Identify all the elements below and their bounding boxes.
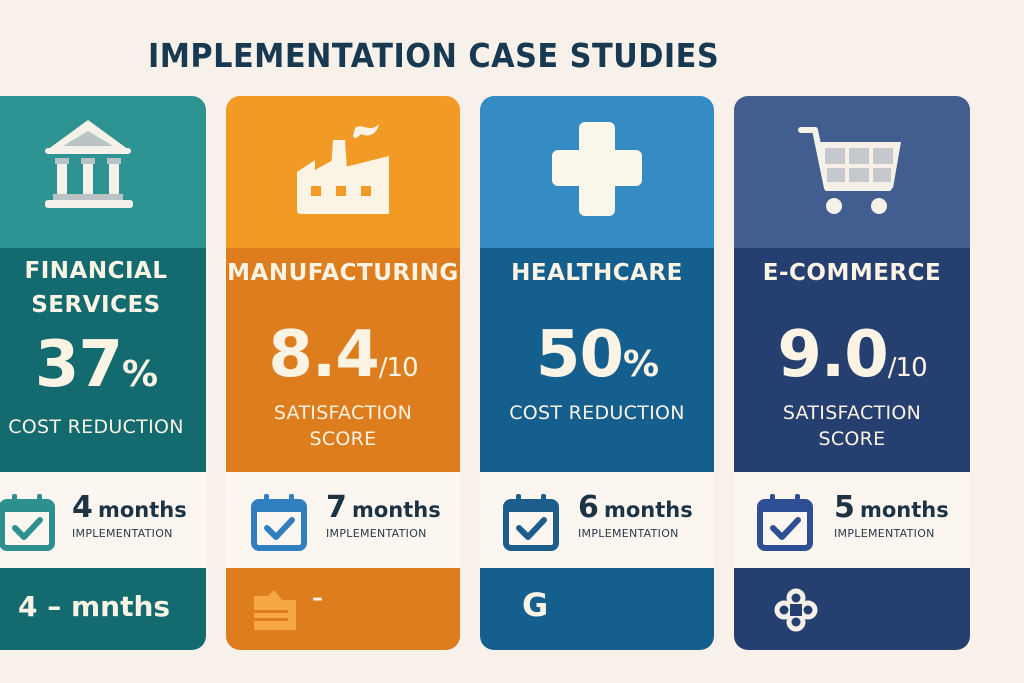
duration-number: 6: [578, 490, 599, 525]
shopping-cart-icon: [798, 127, 901, 214]
metric-suffix: %: [121, 354, 158, 395]
duration-label: IMPLEMENTATION: [834, 527, 935, 540]
footer-text: 4 – mnths: [18, 590, 171, 623]
metric-label-line: SATISFACTION: [273, 402, 413, 424]
metric-suffix: /10: [378, 353, 419, 383]
duration-label: IMPLEMENTATION: [72, 527, 173, 540]
duration-band: 5 months IMPLEMENTATION: [734, 472, 970, 568]
case-study-card-healthcare: HEALTHCARE 50% COST REDUCTION 6 months I…: [480, 96, 714, 650]
calendar-check-icon: [251, 494, 307, 551]
document-icon: [254, 590, 296, 630]
metric-value: 37%: [0, 328, 206, 402]
duration-unit: months: [97, 498, 187, 522]
industry-line: SERVICES: [31, 292, 161, 318]
card-footer: 4 – mnths: [0, 568, 206, 650]
bank-icon: [45, 120, 133, 208]
metric-label-line: SCORE: [309, 428, 377, 450]
card-header: [0, 96, 206, 248]
duration-label: IMPLEMENTATION: [326, 527, 427, 540]
duration-number: 7: [326, 490, 347, 525]
calendar-check-icon: [0, 494, 55, 551]
calendar-check-icon: [757, 494, 813, 551]
card-footer: –: [226, 568, 460, 650]
metric-number: 8.4: [268, 318, 379, 392]
metric-label-line: SATISFACTION: [782, 402, 922, 424]
clover-icon: [774, 588, 818, 632]
duration-unit: months: [603, 498, 693, 522]
metric-label: SATISFACTION SCORE: [226, 400, 460, 452]
metric-value: 9.0/10: [734, 318, 970, 392]
duration-band: 6 months IMPLEMENTATION: [480, 472, 714, 568]
case-study-card-financial: FINANCIAL SERVICES 37% COST REDUCTION 4 …: [0, 96, 206, 650]
factory-icon: [297, 124, 389, 214]
duration-unit: months: [859, 498, 949, 522]
industry-name: HEALTHCARE: [511, 260, 683, 286]
card-header: [734, 96, 970, 248]
metric-number: 50: [535, 318, 624, 392]
card-footer: G: [480, 568, 714, 650]
industry-line: FINANCIAL: [24, 258, 168, 284]
case-study-card-ecommerce: E-COMMERCE 9.0/10 SATISFACTION SCORE 5 m…: [734, 96, 970, 650]
duration: 4 months IMPLEMENTATION: [72, 490, 187, 540]
page-title: IMPLEMENTATION CASE STUDIES: [148, 36, 720, 75]
industry-name: FINANCIAL SERVICES: [0, 254, 206, 322]
metric-label: SATISFACTION SCORE: [734, 400, 970, 452]
metric-label: COST REDUCTION: [509, 402, 685, 424]
duration-number: 4: [72, 490, 93, 525]
case-study-card-manufacturing: MANUFACTURING 8.4/10 SATISFACTION SCORE …: [226, 96, 460, 650]
calendar-check-icon: [503, 494, 559, 551]
duration: 5 months IMPLEMENTATION: [834, 490, 949, 540]
card-header: [226, 96, 460, 248]
g-logo-icon: G: [522, 586, 549, 624]
medical-cross-icon: [552, 122, 642, 216]
industry-name: MANUFACTURING: [227, 260, 459, 286]
metric-suffix: /10: [887, 353, 928, 383]
metric-suffix: %: [622, 344, 659, 385]
duration: 6 months IMPLEMENTATION: [578, 490, 693, 540]
duration: 7 months IMPLEMENTATION: [326, 490, 441, 540]
metric-label: COST REDUCTION: [8, 416, 184, 438]
metric-value: 50%: [480, 318, 714, 392]
card-header: [480, 96, 714, 248]
metric-number: 37: [34, 328, 123, 402]
footer-text: –: [312, 586, 323, 611]
duration-label: IMPLEMENTATION: [578, 527, 679, 540]
industry-name: E-COMMERCE: [762, 260, 942, 286]
duration-band: 7 months IMPLEMENTATION: [226, 472, 460, 568]
duration-number: 5: [834, 490, 855, 525]
metric-value: 8.4/10: [226, 318, 460, 392]
card-footer: [734, 568, 970, 650]
metric-number: 9.0: [777, 318, 888, 392]
duration-unit: months: [351, 498, 441, 522]
duration-band: 4 months IMPLEMENTATION: [0, 472, 206, 568]
metric-label-line: SCORE: [818, 428, 886, 450]
